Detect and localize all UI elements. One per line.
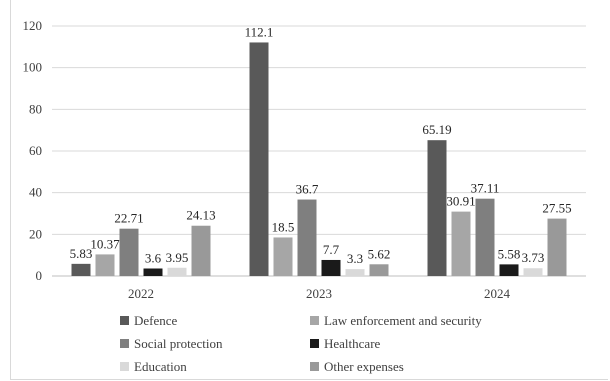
bar bbox=[369, 264, 389, 276]
data-label: 3.73 bbox=[522, 250, 545, 265]
bar bbox=[297, 199, 317, 276]
data-label: 5.62 bbox=[368, 246, 391, 261]
data-label: 27.55 bbox=[542, 201, 571, 216]
x-tick-label: 2022 bbox=[128, 286, 154, 301]
bar bbox=[321, 259, 341, 276]
bar bbox=[249, 42, 269, 277]
bar bbox=[499, 264, 519, 276]
bar bbox=[119, 228, 139, 276]
data-label: 3.95 bbox=[166, 250, 189, 265]
legend-label: Healthcare bbox=[324, 335, 381, 351]
data-label: 24.13 bbox=[186, 208, 215, 223]
legend-label: Defence bbox=[134, 312, 178, 328]
y-tick-label: 120 bbox=[23, 18, 43, 33]
data-label: 3.3 bbox=[347, 251, 363, 266]
legend-item: Other expenses bbox=[310, 358, 550, 375]
legend-label: Social protection bbox=[134, 335, 223, 351]
legend-swatch bbox=[310, 339, 319, 348]
legend-item: Defence bbox=[120, 312, 310, 329]
bar bbox=[523, 268, 543, 276]
legend-item: Healthcare bbox=[310, 335, 550, 352]
legend-label: Law enforcement and security bbox=[324, 312, 482, 328]
y-tick-label: 100 bbox=[23, 60, 43, 75]
y-tick-label: 80 bbox=[29, 101, 42, 116]
data-label: 37.11 bbox=[471, 181, 500, 196]
data-label: 18.5 bbox=[272, 219, 295, 234]
legend-swatch bbox=[310, 362, 319, 371]
chart-legend: Defence Law enforcement and security Socia… bbox=[120, 312, 580, 375]
bar bbox=[191, 225, 211, 276]
legend-swatch bbox=[120, 362, 129, 371]
data-label: 5.83 bbox=[70, 246, 93, 261]
y-tick-label: 0 bbox=[36, 268, 43, 283]
legend-item: Law enforcement and security bbox=[310, 312, 550, 329]
bar bbox=[95, 254, 115, 276]
data-label: 3.6 bbox=[145, 251, 162, 266]
legend-label: Education bbox=[134, 358, 187, 374]
bar bbox=[273, 237, 293, 276]
chart-frame bbox=[10, 0, 608, 380]
data-label: 36.7 bbox=[296, 182, 319, 197]
bar bbox=[167, 267, 187, 276]
data-label: 112.1 bbox=[245, 24, 274, 39]
bar bbox=[143, 268, 163, 276]
legend-swatch bbox=[310, 316, 319, 325]
x-tick-label: 2024 bbox=[484, 286, 511, 301]
bar bbox=[547, 218, 567, 276]
data-label: 7.7 bbox=[323, 242, 340, 257]
bar bbox=[427, 140, 447, 276]
data-label: 5.58 bbox=[498, 246, 521, 261]
bar bbox=[475, 198, 495, 276]
data-label: 65.19 bbox=[422, 122, 451, 137]
legend-label: Other expenses bbox=[324, 358, 404, 374]
data-label: 10.37 bbox=[90, 236, 120, 251]
y-tick-label: 40 bbox=[29, 185, 42, 200]
bar bbox=[451, 211, 471, 276]
legend-swatch bbox=[120, 339, 129, 348]
x-tick-label: 2023 bbox=[306, 286, 332, 301]
data-label: 30.91 bbox=[446, 194, 475, 209]
data-label: 22.71 bbox=[114, 211, 143, 226]
y-tick-label: 20 bbox=[29, 226, 42, 241]
legend-swatch bbox=[120, 316, 129, 325]
bar bbox=[345, 269, 365, 276]
legend-item: Education bbox=[120, 358, 310, 375]
bar bbox=[71, 263, 91, 276]
legend-item: Social protection bbox=[120, 335, 310, 352]
y-tick-label: 60 bbox=[29, 143, 42, 158]
